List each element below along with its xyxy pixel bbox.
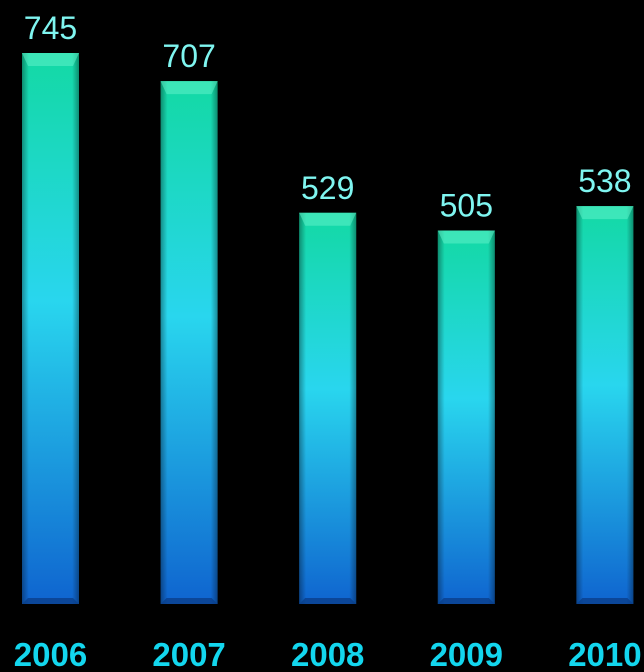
bar-side-shading (299, 212, 357, 604)
bar-top-bevel (299, 212, 357, 226)
bars (22, 53, 634, 605)
bar-2007 (160, 81, 218, 605)
category-label-2006: 2006 (14, 636, 87, 672)
bar-2009 (437, 230, 495, 604)
bar-bottom-bevel (437, 598, 495, 604)
bar-side-shading (160, 81, 218, 605)
bar-side-shading (22, 53, 79, 604)
value-label-2009: 505 (440, 188, 493, 224)
bar-bottom-bevel (22, 598, 79, 604)
bar-bottom-bevel (299, 598, 357, 604)
value-label-2006: 745 (24, 10, 77, 46)
bar-side-shading (576, 206, 634, 604)
bar-bottom-bevel (576, 598, 634, 604)
bar-2010 (576, 206, 634, 604)
bar-top-bevel (160, 81, 218, 95)
value-label-2008: 529 (301, 170, 354, 206)
bar-2006 (22, 53, 79, 604)
bar-top-bevel (576, 206, 634, 220)
bar-2008 (299, 212, 357, 604)
category-label-2008: 2008 (291, 636, 364, 672)
category-label-2009: 2009 (430, 636, 503, 672)
category-labels: 2006 2007 2008 2009 2010 (14, 636, 642, 672)
bar-bottom-bevel (160, 598, 218, 604)
bar-top-bevel (22, 53, 79, 66)
value-label-2007: 707 (162, 38, 215, 74)
value-label-2010: 538 (578, 163, 631, 199)
bar-top-bevel (437, 230, 495, 244)
bar-side-shading (437, 230, 495, 604)
category-label-2007: 2007 (152, 636, 225, 672)
value-labels: 745 707 529 505 538 (24, 10, 632, 224)
category-label-2010: 2010 (568, 636, 641, 672)
